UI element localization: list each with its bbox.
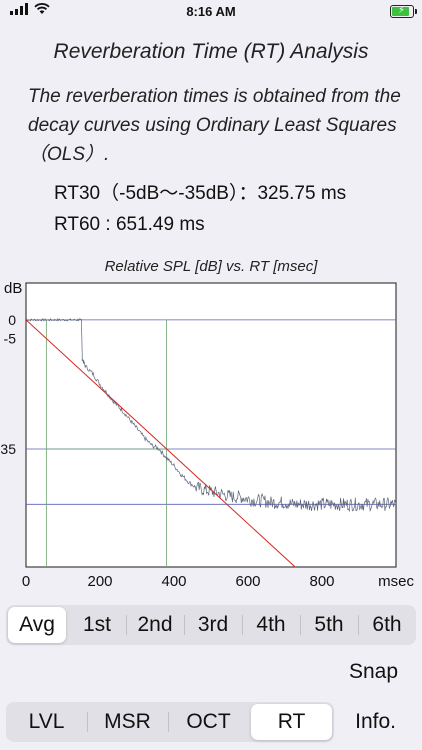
- chart-title: Relative SPL [dB] vs. RT [msec]: [104, 258, 318, 275]
- period-tab-avg[interactable]: Avg: [8, 607, 66, 643]
- plot-area: [25, 282, 397, 568]
- period-segmented-control: Avg 1st 2nd 3rd 4th 5th 6th: [6, 605, 416, 645]
- period-tab-6th[interactable]: 6th: [358, 605, 416, 645]
- x-axis-label: msec: [378, 573, 414, 590]
- description-text: The reverberation times is obtained from…: [28, 86, 401, 165]
- rt60-value: RT60 : 651.49 ms: [54, 214, 205, 235]
- wifi-icon: [34, 3, 50, 14]
- status-time: 8:16 AM: [186, 4, 236, 19]
- battery-charging-icon: ⚡: [390, 5, 417, 18]
- rt30-value: RT30（-5dB～-35dB）：325.75 ms: [54, 183, 347, 204]
- period-tab-5th[interactable]: 5th: [300, 605, 358, 645]
- x-tick-label: 800: [309, 573, 334, 590]
- mode-tab-rt[interactable]: RT: [251, 704, 332, 740]
- x-tick-label: 400: [161, 573, 186, 590]
- y-tick-label: -5: [4, 330, 17, 346]
- period-tab-4th[interactable]: 4th: [242, 605, 300, 645]
- x-tick-label: 200: [87, 573, 112, 590]
- mode-tab-oct[interactable]: OCT: [168, 702, 249, 742]
- period-tab-3rd[interactable]: 3rd: [184, 605, 242, 645]
- y-axis-label: dB: [4, 280, 22, 297]
- decay-curve-chart: dB 0 -5 -35 0 200 400 600 800 msec: [0, 280, 414, 590]
- y-tick-label: -35: [0, 441, 16, 457]
- x-tick-label: 0: [22, 573, 30, 590]
- mode-tab-lvl[interactable]: LVL: [28, 710, 65, 733]
- snap-button[interactable]: Snap: [348, 660, 398, 683]
- period-tab-2nd[interactable]: 2nd: [126, 605, 184, 645]
- ols-fit-line: [26, 319, 296, 567]
- info-button[interactable]: Info.: [355, 710, 396, 733]
- status-left: [10, 3, 50, 15]
- x-tick-label: 600: [235, 573, 260, 590]
- cellular-signal-icon: [10, 3, 28, 15]
- measured-decay-line: [26, 318, 396, 513]
- status-bar: 8:16 AM ⚡: [0, 0, 422, 24]
- mode-tab-bar: LVL MSR OCT RT: [6, 702, 334, 742]
- period-tab-1st[interactable]: 1st: [82, 613, 111, 636]
- y-tick-label: 0: [8, 312, 16, 328]
- page-title: Reverberation Time (RT) Analysis: [53, 40, 369, 63]
- mode-tab-msr[interactable]: MSR: [87, 702, 168, 742]
